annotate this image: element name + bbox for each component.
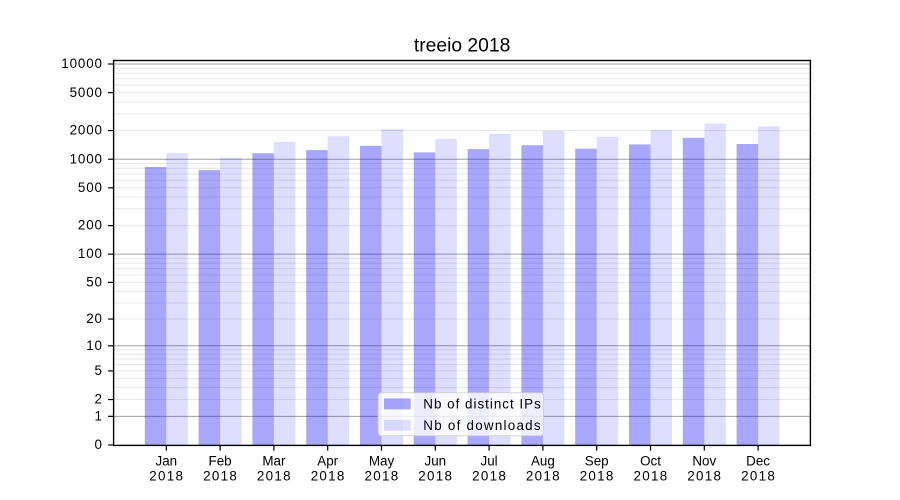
svg-text:2018: 2018	[365, 469, 400, 484]
svg-text:Nb of downloads: Nb of downloads	[423, 418, 542, 433]
svg-text:2018: 2018	[203, 469, 238, 484]
svg-text:2018: 2018	[311, 469, 346, 484]
svg-text:Jul: Jul	[481, 453, 498, 468]
svg-text:2018: 2018	[580, 469, 615, 484]
svg-text:10000: 10000	[61, 56, 103, 71]
svg-text:100: 100	[78, 246, 103, 261]
svg-text:5: 5	[94, 363, 102, 378]
svg-text:2018: 2018	[687, 469, 722, 484]
svg-text:Mar: Mar	[262, 453, 286, 468]
svg-text:1000: 1000	[70, 151, 103, 166]
svg-text:treeio 2018: treeio 2018	[414, 35, 510, 56]
svg-text:2018: 2018	[472, 469, 507, 484]
svg-text:Jun: Jun	[425, 453, 447, 468]
svg-text:50: 50	[86, 274, 103, 289]
svg-text:Nb of distinct IPs: Nb of distinct IPs	[423, 397, 541, 412]
svg-text:2018: 2018	[257, 469, 292, 484]
svg-text:Feb: Feb	[209, 453, 232, 468]
svg-text:500: 500	[78, 180, 103, 195]
svg-text:2: 2	[94, 392, 102, 407]
svg-text:2018: 2018	[418, 469, 453, 484]
svg-text:2018: 2018	[526, 469, 561, 484]
svg-text:200: 200	[78, 218, 103, 233]
svg-text:Dec: Dec	[746, 453, 770, 468]
svg-text:2018: 2018	[634, 469, 669, 484]
svg-text:Apr: Apr	[317, 453, 338, 468]
svg-text:2018: 2018	[741, 469, 776, 484]
svg-text:Jan: Jan	[156, 453, 178, 468]
svg-text:2000: 2000	[70, 123, 103, 138]
svg-text:5000: 5000	[70, 85, 103, 100]
svg-text:10: 10	[86, 338, 103, 353]
svg-text:1: 1	[94, 408, 102, 423]
svg-text:May: May	[369, 453, 395, 468]
svg-text:Oct: Oct	[640, 453, 661, 468]
svg-text:0: 0	[94, 437, 102, 452]
svg-text:Nov: Nov	[692, 453, 716, 468]
svg-text:Sep: Sep	[585, 453, 609, 468]
svg-text:Aug: Aug	[531, 453, 555, 468]
svg-text:2018: 2018	[149, 469, 184, 484]
svg-text:20: 20	[86, 311, 103, 326]
